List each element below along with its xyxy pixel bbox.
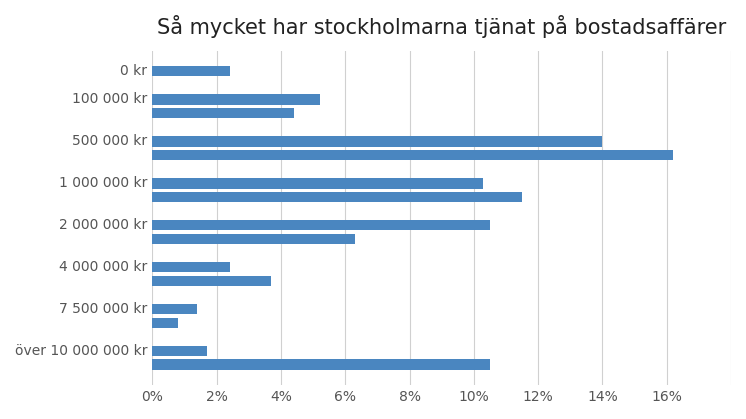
- Bar: [152, 191, 522, 202]
- Bar: [152, 262, 230, 272]
- Bar: [152, 108, 294, 118]
- Bar: [152, 220, 490, 230]
- Bar: [152, 304, 198, 314]
- Bar: [152, 178, 483, 189]
- Bar: [152, 66, 230, 76]
- Bar: [152, 234, 355, 244]
- Title: Så mycket har stockholmarna tjänat på bostadsaffärer: Så mycket har stockholmarna tjänat på bo…: [157, 15, 727, 38]
- Bar: [152, 136, 603, 147]
- Bar: [152, 360, 490, 370]
- Bar: [152, 150, 673, 160]
- Bar: [152, 94, 319, 105]
- Bar: [152, 276, 272, 286]
- Bar: [152, 318, 178, 328]
- Bar: [152, 346, 207, 356]
